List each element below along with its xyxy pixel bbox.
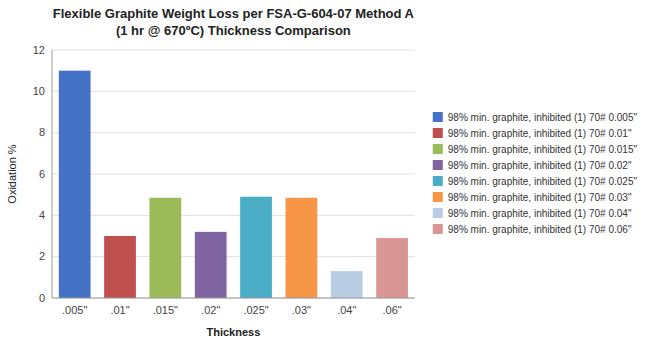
legend: 98% min. graphite, inhibited (1) 70# 0.0… — [433, 112, 638, 235]
legend-swatch — [433, 176, 443, 186]
y-tick-label: 8 — [39, 126, 45, 138]
bar — [59, 71, 91, 298]
x-tick-label: .025" — [243, 304, 268, 316]
grid — [52, 50, 415, 298]
legend-swatch — [433, 112, 443, 122]
legend-label: 98% min. graphite, inhibited (1) 70# 0.0… — [448, 176, 638, 187]
bar — [240, 197, 272, 298]
x-tick-label: .03" — [292, 304, 311, 316]
bar — [286, 198, 318, 298]
x-tick-label: .04" — [337, 304, 356, 316]
legend-label: 98% min. graphite, inhibited (1) 70# 0.0… — [448, 128, 632, 139]
y-axis-line — [52, 50, 53, 298]
y-tick-label: 12 — [33, 44, 45, 56]
y-tick-label: 10 — [33, 85, 45, 97]
title: Flexible Graphite Weight Loss per FSA-G-… — [53, 6, 415, 21]
y-tick-label: 2 — [39, 250, 45, 262]
legend-label: 98% min. graphite, inhibited (1) 70# 0.0… — [448, 192, 632, 203]
x-tick-label: .01" — [110, 304, 129, 316]
x-tick-label: .005" — [62, 304, 87, 316]
bar — [376, 238, 408, 298]
legend-label: 98% min. graphite, inhibited (1) 70# 0.0… — [448, 112, 638, 123]
bars — [59, 71, 408, 298]
bar — [195, 232, 227, 298]
x-axis-line — [52, 298, 415, 299]
legend-label: 98% min. graphite, inhibited (1) 70# 0.0… — [448, 160, 632, 171]
y-axis: 0 2 4 6 8 10 12 — [33, 44, 45, 304]
y-axis-label: Oxidation % — [6, 144, 18, 204]
grid-line — [52, 215, 415, 216]
subtitle: (1 hr @ 670ºC) Thickness Comparison — [116, 23, 351, 38]
grid-line — [52, 132, 415, 133]
x-tick-label: .015" — [153, 304, 178, 316]
x-tick-label: .02" — [201, 304, 220, 316]
bar — [149, 198, 181, 298]
grid-line — [52, 298, 415, 299]
legend-swatch — [433, 192, 443, 202]
background — [0, 0, 645, 353]
legend-swatch — [433, 128, 443, 138]
grid-line — [52, 91, 415, 92]
x-axis: .005" .01" .015" .02" .025" .03" .04" .06" — [62, 304, 402, 316]
x-tick-label: .06" — [382, 304, 401, 316]
y-tick-label: 0 — [39, 292, 45, 304]
grid-line — [52, 50, 415, 51]
legend-label: 98% min. graphite, inhibited (1) 70# 0.0… — [448, 144, 638, 155]
legend-swatch — [433, 144, 443, 154]
legend-swatch — [433, 160, 443, 170]
legend-swatch — [433, 224, 443, 234]
chart: 98% min. graphite, inhibited (1) 70# 0.0… — [0, 0, 645, 353]
y-tick-label: 4 — [39, 209, 45, 221]
legend-label: 98% min. graphite, inhibited (1) 70# 0.0… — [448, 224, 632, 235]
legend-swatch — [433, 208, 443, 218]
x-axis-label: Thickness — [206, 326, 260, 338]
y-tick-label: 6 — [39, 168, 45, 180]
grid-line — [52, 174, 415, 175]
bar — [331, 271, 363, 298]
legend-label: 98% min. graphite, inhibited (1) 70# 0.0… — [448, 208, 632, 219]
bar — [104, 236, 136, 298]
